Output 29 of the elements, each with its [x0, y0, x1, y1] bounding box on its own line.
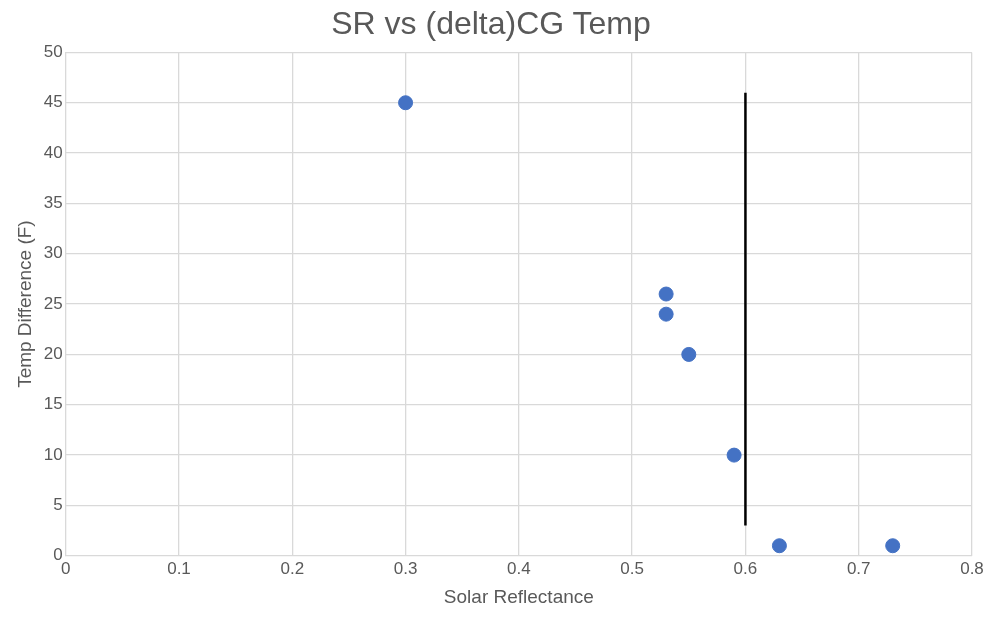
point [771, 538, 787, 554]
point [398, 95, 414, 111]
y-tick-label: 50 [43, 42, 63, 62]
x-tick-label: 0.1 [167, 558, 191, 578]
point [658, 306, 674, 322]
y-tick-label: 0 [53, 545, 63, 565]
y-tick-label: 45 [43, 92, 63, 112]
x-tick-label: 0.7 [846, 558, 871, 578]
y-tick-label: 10 [43, 444, 63, 464]
x-tick-label: 0.3 [393, 558, 418, 578]
point [726, 447, 742, 463]
x-axis-title: Solar Reflectance [443, 585, 594, 607]
point [681, 346, 697, 362]
point [658, 286, 674, 302]
y-axis-title: Temp Difference (F) [13, 220, 35, 388]
y-tick-label: 25 [43, 293, 63, 313]
x-tick-label: 0.2 [280, 558, 305, 578]
x-tick-label: 0.4 [507, 558, 531, 578]
x-tick-label: 0.5 [620, 558, 644, 578]
point [885, 538, 901, 554]
y-tick-label: 40 [43, 142, 63, 162]
y-tick-label: 20 [43, 344, 63, 364]
x-tick-label: 0.6 [733, 558, 758, 578]
x-tick-label: 0.8 [960, 558, 984, 578]
y-tick-label: 5 [53, 495, 63, 515]
y-tick-label: 35 [43, 193, 63, 213]
chart-title: SR vs (delta)CG Temp [331, 5, 651, 42]
y-tick-label: 15 [43, 394, 63, 414]
y-tick-label: 30 [43, 243, 63, 263]
